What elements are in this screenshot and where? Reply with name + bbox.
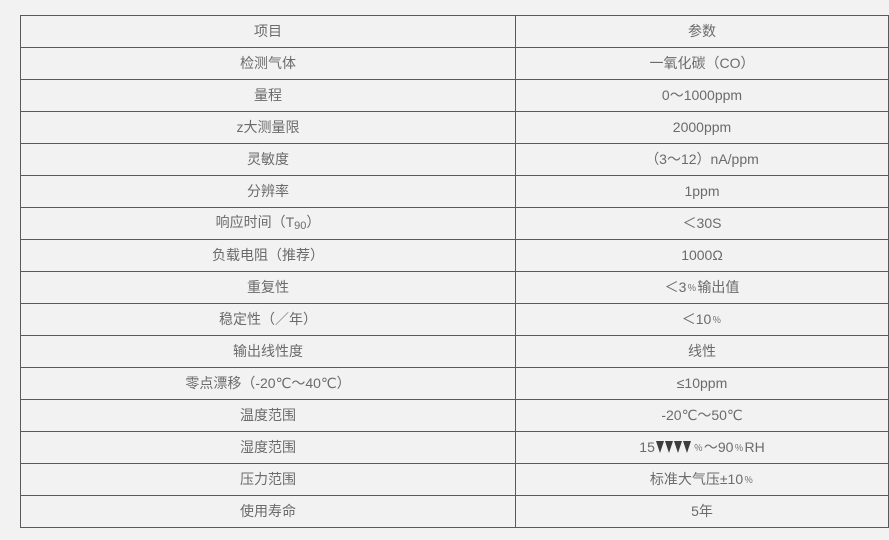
cell-item-resolution: 分辨率 bbox=[20, 175, 516, 208]
cell-item-service-life: 使用寿命 bbox=[20, 495, 516, 528]
missing-glyph-icon bbox=[656, 441, 665, 454]
table-row: 稳定性（／年） ＜10％ bbox=[20, 303, 889, 336]
cell-param-detection-gas: 一氧化碳（CO） bbox=[515, 47, 889, 80]
cell-param-humidity-range: 15 ％～90％RH bbox=[515, 431, 889, 464]
table-row: 零点漂移（-20℃～40℃） ≤10ppm bbox=[20, 367, 889, 400]
table-row: 重复性 ＜3％输出值 bbox=[20, 271, 889, 304]
cell-item-range: 量程 bbox=[20, 79, 516, 112]
percent-sign: ％ bbox=[687, 283, 697, 294]
header-cell-item: 项目 bbox=[20, 15, 516, 48]
cell-param-range: 0～1000ppm bbox=[515, 79, 889, 112]
response-time-prefix: 响应时间（T bbox=[215, 213, 295, 230]
cell-param-sensitivity: （3～12）nA/ppm bbox=[515, 143, 889, 176]
table-body: 项目 参数 检测气体 一氧化碳（CO） 量程 0～1000ppm z大测量限 2… bbox=[20, 15, 889, 528]
table-row: 使用寿命 5年 bbox=[20, 495, 889, 528]
cell-item-pressure-range: 压力范围 bbox=[20, 463, 516, 496]
table-row: 压力范围 标准大气压±10％ bbox=[20, 463, 889, 496]
table-row: 检测气体 一氧化碳（CO） bbox=[20, 47, 889, 80]
specification-table: 项目 参数 检测气体 一氧化碳（CO） 量程 0～1000ppm z大测量限 2… bbox=[20, 15, 889, 528]
table-row: z大测量限 2000ppm bbox=[20, 111, 889, 144]
table-row: 湿度范围 15 ％～90％RH bbox=[20, 431, 889, 464]
cell-param-load-resistance: 1000Ω bbox=[515, 239, 889, 272]
missing-glyph-icon bbox=[665, 441, 674, 454]
cell-param-pressure-range: 标准大气压±10％ bbox=[515, 463, 889, 496]
table-row: 灵敏度 （3～12）nA/ppm bbox=[20, 143, 889, 176]
table-row: 负载电阻（推荐） 1000Ω bbox=[20, 239, 889, 272]
response-time-suffix: ） bbox=[306, 213, 321, 230]
missing-glyph-icon bbox=[683, 441, 692, 454]
cell-item-output-linearity: 输出线性度 bbox=[20, 335, 516, 368]
humidity-mid: ～90 bbox=[703, 439, 734, 456]
table-row: 温度范围 -20℃～50℃ bbox=[20, 399, 889, 432]
cell-item-stability: 稳定性（／年） bbox=[20, 303, 516, 336]
cell-item-repeatability: 重复性 bbox=[20, 271, 516, 304]
cell-item-max-measure-limit: z大测量限 bbox=[20, 111, 516, 144]
cell-item-temperature-range: 温度范围 bbox=[20, 399, 516, 432]
table-row: 输出线性度 线性 bbox=[20, 335, 889, 368]
cell-item-detection-gas: 检测气体 bbox=[20, 47, 516, 80]
cell-param-max-measure-limit: 2000ppm bbox=[515, 111, 889, 144]
table-row: 分辨率 1ppm bbox=[20, 175, 889, 208]
percent-sign: ％ bbox=[744, 475, 754, 486]
missing-glyph-icon bbox=[674, 441, 683, 454]
percent-sign: ％ bbox=[712, 315, 722, 326]
header-cell-param: 参数 bbox=[515, 15, 889, 48]
cell-item-humidity-range: 湿度范围 bbox=[20, 431, 516, 464]
cell-param-resolution: 1ppm bbox=[515, 175, 889, 208]
percent-sign: ％ bbox=[693, 443, 703, 454]
cell-item-response-time: 响应时间（T90） bbox=[20, 207, 516, 240]
cell-item-sensitivity: 灵敏度 bbox=[20, 143, 516, 176]
missing-glyph-icon bbox=[656, 439, 692, 456]
repeatability-prefix: ＜3 bbox=[664, 279, 687, 296]
repeatability-suffix: 输出值 bbox=[697, 279, 740, 296]
table-row: 响应时间（T90） ＜30S bbox=[20, 207, 889, 240]
pressure-prefix: 标准大气压±10 bbox=[649, 471, 744, 488]
cell-param-output-linearity: 线性 bbox=[515, 335, 889, 368]
cell-item-load-resistance: 负载电阻（推荐） bbox=[20, 239, 516, 272]
cell-param-zero-drift: ≤10ppm bbox=[515, 367, 889, 400]
percent-sign: ％ bbox=[734, 443, 744, 454]
cell-param-repeatability: ＜3％输出值 bbox=[515, 271, 889, 304]
humidity-suffix: RH bbox=[744, 439, 765, 456]
humidity-prefix: 15 bbox=[639, 439, 655, 456]
stability-prefix: ＜10 bbox=[681, 311, 712, 328]
cell-param-stability: ＜10％ bbox=[515, 303, 889, 336]
response-time-subscript: 90 bbox=[294, 219, 307, 232]
cell-param-temperature-range: -20℃～50℃ bbox=[515, 399, 889, 432]
table-header-row: 项目 参数 bbox=[20, 15, 889, 48]
cell-item-zero-drift: 零点漂移（-20℃～40℃） bbox=[20, 367, 516, 400]
specification-table-container: 项目 参数 检测气体 一氧化碳（CO） 量程 0～1000ppm z大测量限 2… bbox=[20, 15, 889, 528]
cell-param-service-life: 5年 bbox=[515, 495, 889, 528]
table-row: 量程 0～1000ppm bbox=[20, 79, 889, 112]
cell-param-response-time: ＜30S bbox=[515, 207, 889, 240]
